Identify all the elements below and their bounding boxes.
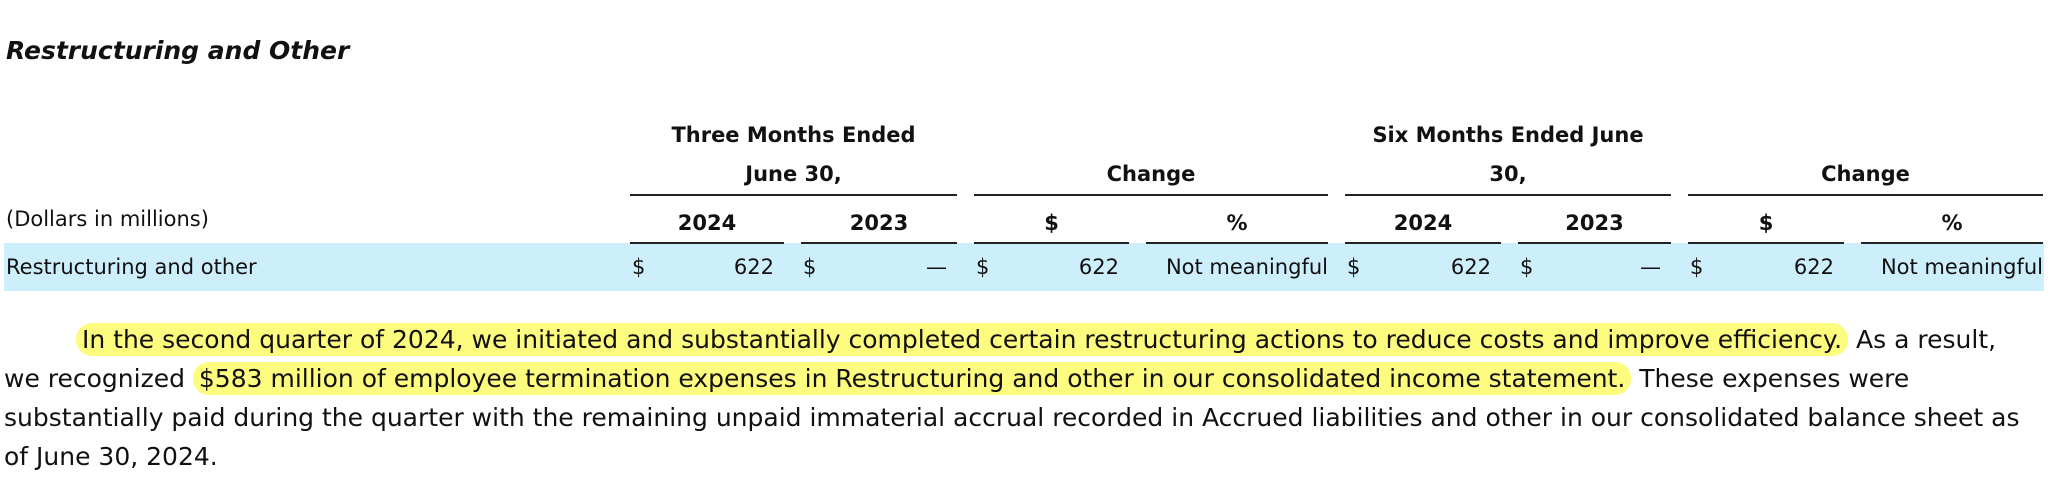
amount: — [1640,255,1661,279]
amount: 622 [733,255,774,279]
row-label: Restructuring and other [6,255,257,279]
column-header: % [1146,204,1328,244]
text-cell: Not meaningful [1165,255,1328,279]
currency: $ [1520,255,1534,279]
amount: 622 [1078,255,1119,279]
column-header: 2023 [801,204,957,244]
currency: $ [1347,255,1361,279]
group-header: Change [1688,116,2043,196]
currency: $ [1690,255,1704,279]
highlighted-text: $583 million of employee termination exp… [192,362,1632,395]
text: As a result, we recognized [4,325,1997,393]
group-header-text: Change [1106,162,1196,186]
amount: — [926,255,947,279]
text: These expenses were substantially paid d… [4,364,2020,471]
group-header-text: Change [1821,162,1910,186]
column-header: $ [974,204,1129,244]
row-highlight [4,243,2044,291]
group-header-text: Three Months Ended June 30, [671,123,916,186]
column-header: 2024 [630,204,784,244]
text-cell: Not meaningful [1880,255,2043,279]
paragraph: In the second quarter of 2024, we initia… [4,320,2034,476]
highlighted-text: In the second quarter of 2024, we initia… [76,323,1849,356]
column-header: 2023 [1518,204,1671,244]
amount: 622 [1793,255,1834,279]
currency: $ [632,255,646,279]
column-header: 2024 [1345,204,1501,244]
section-title: Restructuring and Other [6,36,350,65]
group-header: Three Months Ended June 30, [630,116,957,196]
column-header: $ [1688,204,1844,244]
group-header-text: Six Months Ended June 30, [1372,123,1644,186]
currency: $ [976,255,990,279]
group-header: Six Months Ended June 30, [1345,116,1671,196]
currency: $ [803,255,817,279]
unit-label: (Dollars in millions) [6,207,209,231]
amount: 622 [1450,255,1491,279]
group-header: Change [974,116,1328,196]
column-header: % [1861,204,2043,244]
